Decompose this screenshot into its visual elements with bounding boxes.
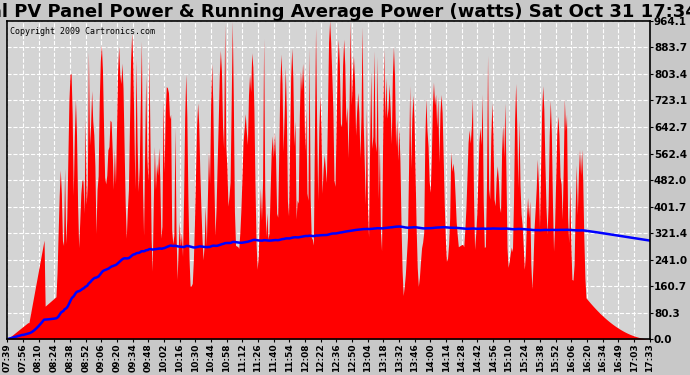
Title: Total PV Panel Power & Running Average Power (watts) Sat Oct 31 17:34: Total PV Panel Power & Running Average P…: [0, 3, 690, 21]
Text: Copyright 2009 Cartronics.com: Copyright 2009 Cartronics.com: [10, 27, 155, 36]
